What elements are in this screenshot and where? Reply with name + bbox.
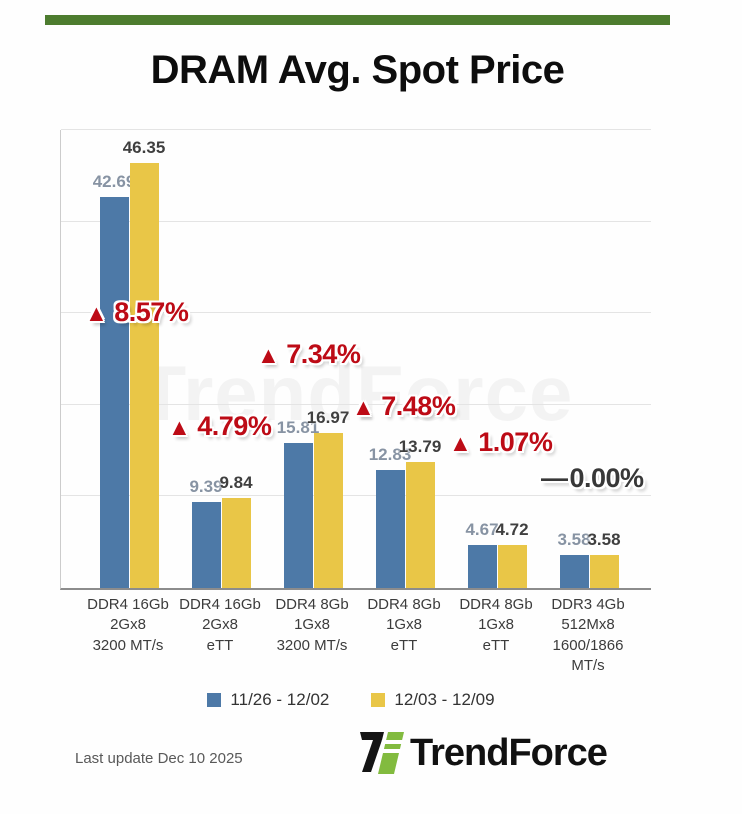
legend: 11/26 - 12/02 12/03 - 12/09 (0, 690, 722, 710)
up-triangle-icon: ▲ (352, 394, 375, 420)
bar-value-label: 4.67 (465, 520, 499, 539)
bar-value-label: 3.58 (557, 530, 591, 549)
change-annotation-3: ▲ 7.34% (257, 339, 361, 370)
barwrap: 13.79 (399, 130, 441, 588)
barwrap: 4.67 (465, 130, 499, 588)
barwrap: 15.81 (277, 130, 319, 588)
bar-yellow-6 (589, 555, 619, 588)
change-value: 7.48% (381, 391, 456, 421)
bar-group-5: 4.67 4.72 (451, 130, 543, 588)
flat-dash-icon: — (541, 463, 568, 493)
bar-yellow-2 (221, 498, 251, 588)
bar-blue-6 (559, 555, 589, 588)
legend-swatch-yellow (371, 693, 386, 707)
legend-item-week1: 11/26 - 12/02 (207, 690, 329, 710)
gridline-30 (61, 312, 651, 314)
bar-blue-3 (283, 443, 313, 588)
barwrap: 9.39 (189, 130, 223, 588)
gridline-50 (61, 129, 651, 130)
legend-swatch-blue (207, 693, 222, 707)
change-value: 4.79% (197, 411, 272, 441)
bar-group-6: 3.58 3.58 (543, 130, 635, 588)
up-triangle-icon: ▲ (449, 430, 472, 456)
chart-title: DRAM Avg. Spot Price (150, 48, 565, 92)
change-annotation-6: —0.00% (541, 463, 644, 494)
bar-value-label: 15.81 (276, 418, 320, 437)
barwrap: 3.58 (587, 130, 621, 588)
change-value: 0.00% (569, 463, 645, 493)
x-axis-labels: DDR4 16Gb 2Gx8 3200 MT/s DDR4 16Gb 2Gx8 eTT DD… (82, 595, 634, 676)
x-axis-label-6: DDR3 4Gb 512Mx8 1600/1866 MT/s (551, 596, 625, 674)
bar-value-label: 16.97 (306, 408, 350, 427)
bar-value-label: 46.35 (122, 138, 166, 157)
barwrap: 12.83 (369, 130, 411, 588)
bar-group-4: 12.83 13.79 (359, 130, 451, 588)
legend-item-week2: 12/03 - 12/09 (371, 690, 495, 710)
bar-groups-layer: 42.69 46.35 9.39 9.84 15.81 16.97 12.83 13.79 4.… (83, 130, 635, 588)
change-value: 8.57% (114, 297, 189, 327)
trendforce-logo-icon (358, 728, 404, 779)
bar-chart-plot-area: TrendForce 42.69 46.35 9.39 9.84 15.81 16.97 1… (60, 129, 651, 590)
bar-yellow-3 (313, 433, 343, 588)
barwrap: 16.97 (307, 130, 349, 588)
bar-yellow-1 (129, 163, 159, 588)
bar-value-label: 3.58 (587, 530, 621, 549)
barwrap: 4.72 (495, 130, 529, 588)
bar-blue-5 (467, 545, 497, 588)
top-accent-bar (45, 15, 670, 25)
last-update-note: Last update Dec 10 2025 (75, 750, 243, 767)
change-annotation-2: ▲ 4.79% (168, 411, 272, 442)
bar-group-1: 42.69 46.35 (83, 130, 175, 588)
bar-yellow-4 (405, 462, 435, 588)
bar-blue-1 (99, 197, 129, 588)
change-value: 1.07% (478, 427, 553, 457)
bar-value-label: 12.83 (368, 445, 412, 464)
watermark-text: TrendForce (138, 349, 574, 437)
gridline-20 (61, 403, 651, 405)
change-annotation-1: ▲ 8.57% (85, 297, 189, 328)
legend-label-week1: 11/26 - 12/02 (230, 690, 330, 709)
x-axis-label-3: DDR4 8Gb 1Gx8 3200 MT/s (275, 596, 349, 654)
barwrap: 3.58 (557, 130, 591, 588)
gridline-40 (61, 220, 651, 222)
change-annotation-4: ▲ 7.48% (352, 391, 456, 422)
bar-group-2: 9.39 9.84 (175, 130, 267, 588)
x-axis-label-1: DDR4 16Gb 2Gx8 3200 MT/s (87, 596, 169, 654)
barwrap: 42.69 (93, 130, 135, 588)
barwrap: 46.35 (123, 130, 165, 588)
bar-group-3: 15.81 16.97 (267, 130, 359, 588)
bar-blue-2 (191, 502, 221, 588)
up-triangle-icon: ▲ (257, 342, 280, 368)
bar-value-label: 9.84 (219, 473, 253, 492)
change-value: 7.34% (286, 339, 361, 369)
gridline-10 (61, 495, 651, 497)
bar-value-label: 42.69 (92, 172, 136, 191)
bar-value-label: 13.79 (398, 437, 442, 456)
up-triangle-icon: ▲ (85, 300, 108, 326)
x-axis-label-2: DDR4 16Gb 2Gx8 eTT (179, 596, 261, 654)
x-axis-label-4: DDR4 8Gb 1Gx8 eTT (367, 596, 441, 654)
trendforce-logo: TrendForce (358, 728, 608, 779)
bar-value-label: 9.39 (189, 477, 223, 496)
trendforce-logo-text: TrendForce (410, 732, 608, 774)
legend-label-week2: 12/03 - 12/09 (394, 690, 495, 709)
change-annotation-5: ▲ 1.07% (449, 427, 553, 458)
bar-blue-4 (375, 470, 405, 588)
bar-value-label: 4.72 (495, 520, 529, 539)
barwrap: 9.84 (219, 130, 253, 588)
up-triangle-icon: ▲ (168, 414, 191, 440)
x-axis-label-5: DDR4 8Gb 1Gx8 eTT (459, 596, 533, 654)
bar-yellow-5 (497, 545, 527, 588)
